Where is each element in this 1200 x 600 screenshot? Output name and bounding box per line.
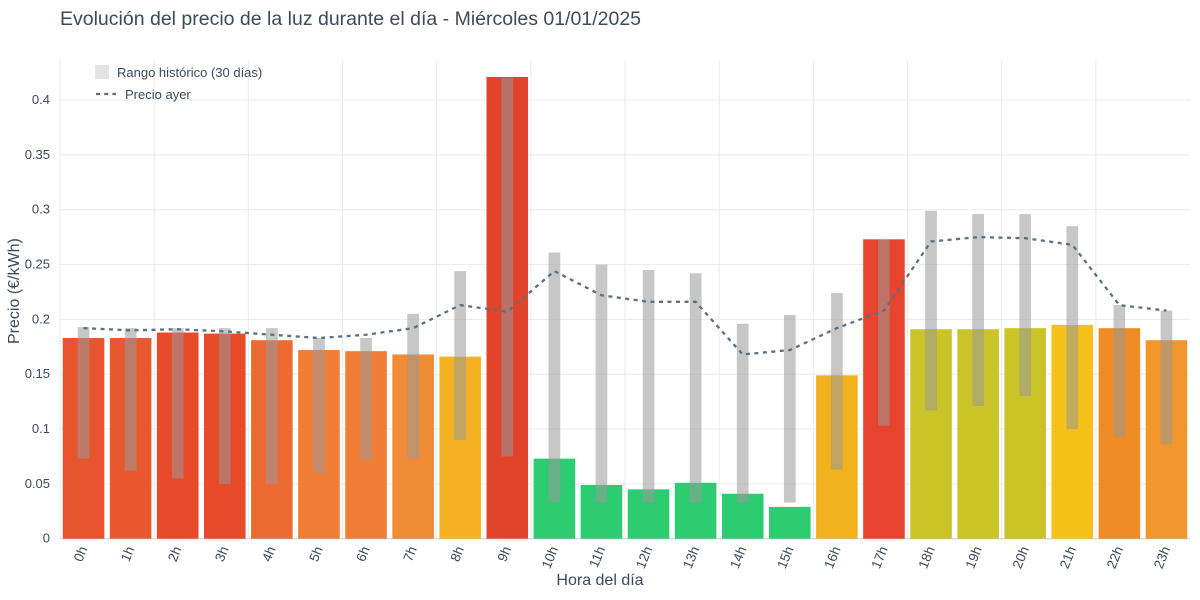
- svg-text:0.35: 0.35: [25, 147, 50, 162]
- svg-text:12h: 12h: [633, 544, 655, 571]
- svg-text:14h: 14h: [727, 544, 749, 571]
- svg-text:0: 0: [43, 531, 50, 546]
- svg-text:19h: 19h: [963, 544, 985, 571]
- svg-text:11h: 11h: [586, 544, 608, 570]
- svg-text:21h: 21h: [1057, 544, 1079, 571]
- svg-text:4h: 4h: [259, 544, 279, 564]
- svg-text:0.25: 0.25: [25, 257, 50, 272]
- svg-text:17h: 17h: [868, 544, 890, 571]
- svg-text:18h: 18h: [915, 544, 937, 571]
- svg-text:1h: 1h: [118, 544, 138, 564]
- svg-text:2h: 2h: [165, 544, 185, 564]
- svg-text:3h: 3h: [212, 544, 232, 564]
- svg-text:15h: 15h: [774, 544, 796, 571]
- svg-text:13h: 13h: [680, 544, 702, 571]
- svg-text:10h: 10h: [539, 544, 561, 571]
- svg-text:6h: 6h: [353, 544, 373, 564]
- svg-text:0.3: 0.3: [32, 202, 50, 217]
- svg-text:0.4: 0.4: [32, 92, 50, 107]
- svg-text:0.1: 0.1: [32, 421, 50, 436]
- svg-text:0.2: 0.2: [32, 311, 50, 326]
- svg-text:22h: 22h: [1104, 544, 1126, 571]
- svg-text:16h: 16h: [821, 544, 843, 571]
- svg-text:0h: 0h: [71, 544, 91, 564]
- svg-text:5h: 5h: [306, 544, 326, 564]
- svg-text:7h: 7h: [400, 544, 420, 564]
- svg-text:20h: 20h: [1010, 544, 1032, 571]
- svg-text:0.05: 0.05: [25, 476, 50, 491]
- svg-text:0.15: 0.15: [25, 366, 50, 381]
- svg-text:23h: 23h: [1151, 544, 1173, 571]
- svg-text:9h: 9h: [495, 544, 515, 564]
- svg-text:8h: 8h: [447, 544, 467, 564]
